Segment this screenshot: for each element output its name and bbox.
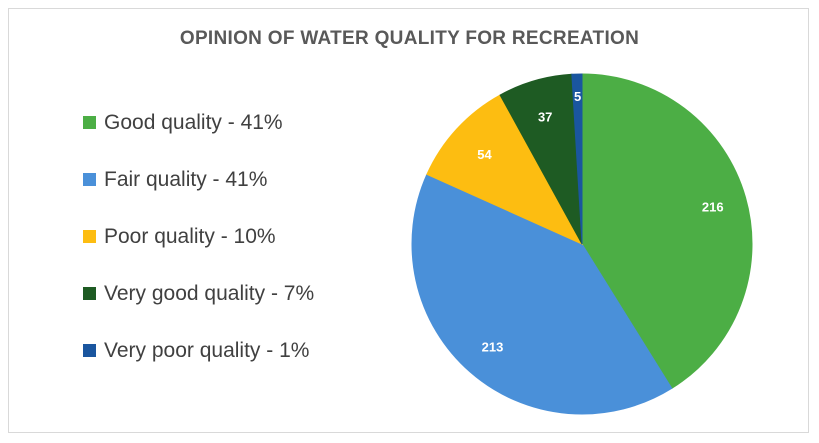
pie-slice [411, 173, 673, 415]
slice-value-label: 5 [574, 89, 581, 104]
slice-value-label: 54 [477, 147, 492, 162]
legend-swatch [83, 173, 96, 186]
slice-value-label: 37 [538, 110, 552, 125]
legend-item: Poor quality - 10% [83, 208, 314, 265]
legend-label: Very poor quality - 1% [104, 338, 310, 362]
legend-swatch [83, 344, 96, 357]
legend-label: Poor quality - 10% [104, 224, 276, 248]
pie-chart: 216 213 54 37 5 [411, 73, 753, 415]
chart-legend: Good quality - 41% Fair quality - 41% Poor… [83, 94, 314, 379]
legend-label: Very good quality - 7% [104, 281, 315, 305]
legend-item: Good quality - 41% [83, 94, 314, 151]
slice-value-label: 216 [702, 200, 724, 215]
legend-label: Good quality - 41% [104, 110, 283, 134]
legend-item: Very good quality - 7% [83, 265, 314, 322]
legend-item: Very poor quality - 1% [83, 322, 314, 379]
chart-frame: OPINION OF WATER QUALITY FOR RECREATION … [8, 8, 809, 433]
legend-swatch [83, 116, 96, 129]
pie-slice [571, 73, 583, 245]
legend-label: Fair quality - 41% [104, 167, 268, 191]
legend-swatch [83, 230, 96, 243]
pie-slice [581, 73, 753, 390]
legend-item: Fair quality - 41% [83, 151, 314, 208]
chart-title: OPINION OF WATER QUALITY FOR RECREATION [179, 28, 640, 49]
legend-swatch [83, 287, 96, 300]
slice-value-label: 213 [482, 339, 504, 354]
pie-slice [426, 94, 584, 246]
